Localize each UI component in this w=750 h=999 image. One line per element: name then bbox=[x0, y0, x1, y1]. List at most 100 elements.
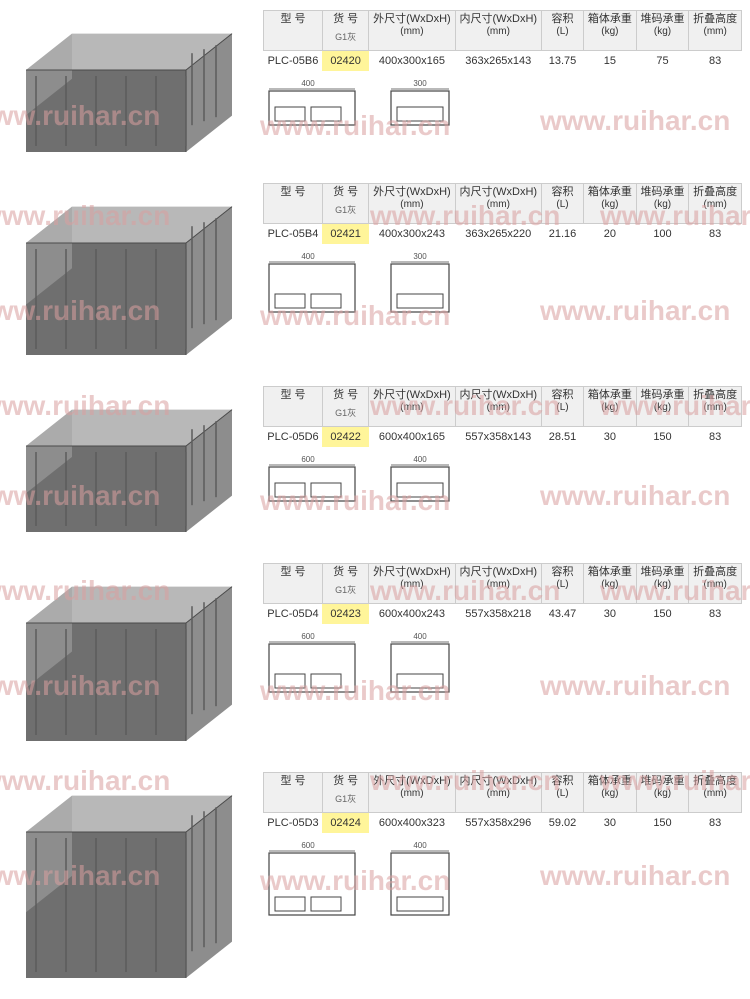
table-header-row: 型 号 货 号G1灰 外尺寸(WxDxH)(mm) 内尺寸(WxDxH)(mm)… bbox=[264, 387, 742, 427]
product-row: 型 号 货 号G1灰 外尺寸(WxDxH)(mm) 内尺寸(WxDxH)(mm)… bbox=[0, 376, 750, 553]
svg-text:600: 600 bbox=[301, 455, 315, 464]
svg-text:300: 300 bbox=[413, 79, 427, 88]
svg-text:300: 300 bbox=[413, 252, 427, 261]
col-header-model: 型 号 bbox=[264, 387, 323, 427]
col-header-stackload: 堆码承重(kg) bbox=[636, 564, 689, 604]
cell-volume: 59.02 bbox=[541, 813, 583, 834]
cell-stackload: 100 bbox=[636, 224, 689, 245]
table-header-row: 型 号 货 号G1灰 外尺寸(WxDxH)(mm) 内尺寸(WxDxH)(mm)… bbox=[264, 184, 742, 224]
cell-model: PLC-05B4 bbox=[264, 224, 323, 245]
cell-inner: 557x358x296 bbox=[455, 813, 541, 834]
col-header-code: 货 号G1灰 bbox=[322, 387, 368, 427]
product-catalog: 型 号 货 号G1灰 外尺寸(WxDxH)(mm) 内尺寸(WxDxH)(mm)… bbox=[0, 0, 750, 999]
col-header-volume: 容积(L) bbox=[541, 184, 583, 224]
spec-table: 型 号 货 号G1灰 外尺寸(WxDxH)(mm) 内尺寸(WxDxH)(mm)… bbox=[263, 10, 742, 71]
table-row: PLC-05B4 02421 400x300x243 363x265x220 2… bbox=[264, 224, 742, 245]
cell-outer: 600x400x243 bbox=[369, 604, 455, 625]
table-header-row: 型 号 货 号G1灰 外尺寸(WxDxH)(mm) 内尺寸(WxDxH)(mm)… bbox=[264, 564, 742, 604]
cell-code: 02424 bbox=[322, 813, 368, 834]
cell-model: PLC-05B6 bbox=[264, 51, 323, 72]
table-header-row: 型 号 货 号G1灰 外尺寸(WxDxH)(mm) 内尺寸(WxDxH)(mm)… bbox=[264, 11, 742, 51]
col-header-outer: 外尺寸(WxDxH)(mm) bbox=[369, 387, 455, 427]
svg-text:600: 600 bbox=[301, 632, 315, 641]
spec-block: 型 号 货 号G1灰 外尺寸(WxDxH)(mm) 内尺寸(WxDxH)(mm)… bbox=[253, 557, 742, 700]
product-image bbox=[8, 4, 253, 165]
col-header-boxload: 箱体承重(kg) bbox=[584, 564, 637, 604]
col-header-inner: 内尺寸(WxDxH)(mm) bbox=[455, 184, 541, 224]
svg-text:400: 400 bbox=[301, 79, 315, 88]
col-header-volume: 容积(L) bbox=[541, 387, 583, 427]
cell-boxload: 20 bbox=[584, 224, 637, 245]
product-image bbox=[8, 766, 253, 991]
cell-inner: 363x265x220 bbox=[455, 224, 541, 245]
cell-stackload: 75 bbox=[636, 51, 689, 72]
cell-model: PLC-05D3 bbox=[264, 813, 323, 834]
cell-stackload: 150 bbox=[636, 813, 689, 834]
spec-table: 型 号 货 号G1灰 外尺寸(WxDxH)(mm) 内尺寸(WxDxH)(mm)… bbox=[263, 386, 742, 447]
cell-foldheight: 83 bbox=[689, 813, 742, 834]
svg-text:400: 400 bbox=[301, 252, 315, 261]
col-header-inner: 内尺寸(WxDxH)(mm) bbox=[455, 11, 541, 51]
col-header-foldheight: 折叠高度(mm) bbox=[689, 773, 742, 813]
cell-inner: 557x358x143 bbox=[455, 427, 541, 448]
col-header-code: 货 号G1灰 bbox=[322, 564, 368, 604]
col-header-boxload: 箱体承重(kg) bbox=[584, 11, 637, 51]
cell-volume: 28.51 bbox=[541, 427, 583, 448]
col-header-volume: 容积(L) bbox=[541, 773, 583, 813]
col-header-model: 型 号 bbox=[264, 184, 323, 224]
cell-foldheight: 83 bbox=[689, 224, 742, 245]
col-header-outer: 外尺寸(WxDxH)(mm) bbox=[369, 564, 455, 604]
cell-outer: 400x300x243 bbox=[369, 224, 455, 245]
cell-model: PLC-05D4 bbox=[264, 604, 323, 625]
cell-code: 02421 bbox=[322, 224, 368, 245]
col-header-volume: 容积(L) bbox=[541, 564, 583, 604]
col-header-stackload: 堆码承重(kg) bbox=[636, 387, 689, 427]
cell-volume: 21.16 bbox=[541, 224, 583, 245]
col-header-inner: 内尺寸(WxDxH)(mm) bbox=[455, 773, 541, 813]
col-header-foldheight: 折叠高度(mm) bbox=[689, 11, 742, 51]
col-header-boxload: 箱体承重(kg) bbox=[584, 184, 637, 224]
cell-stackload: 150 bbox=[636, 604, 689, 625]
spec-block: 型 号 货 号G1灰 外尺寸(WxDxH)(mm) 内尺寸(WxDxH)(mm)… bbox=[253, 766, 742, 923]
col-header-inner: 内尺寸(WxDxH)(mm) bbox=[455, 387, 541, 427]
product-row: 型 号 货 号G1灰 外尺寸(WxDxH)(mm) 内尺寸(WxDxH)(mm)… bbox=[0, 173, 750, 376]
cell-volume: 13.75 bbox=[541, 51, 583, 72]
col-header-model: 型 号 bbox=[264, 11, 323, 51]
spec-table: 型 号 货 号G1灰 外尺寸(WxDxH)(mm) 内尺寸(WxDxH)(mm)… bbox=[263, 563, 742, 624]
tech-diagrams: 600 400 bbox=[263, 839, 742, 923]
cell-inner: 363x265x143 bbox=[455, 51, 541, 72]
spec-block: 型 号 货 号G1灰 外尺寸(WxDxH)(mm) 内尺寸(WxDxH)(mm)… bbox=[253, 177, 742, 320]
product-row: 型 号 货 号G1灰 外尺寸(WxDxH)(mm) 内尺寸(WxDxH)(mm)… bbox=[0, 553, 750, 762]
cell-outer: 400x300x165 bbox=[369, 51, 455, 72]
product-image bbox=[8, 557, 253, 754]
cell-foldheight: 83 bbox=[689, 427, 742, 448]
cell-outer: 600x400x323 bbox=[369, 813, 455, 834]
col-header-model: 型 号 bbox=[264, 773, 323, 813]
col-header-code: 货 号G1灰 bbox=[322, 184, 368, 224]
col-header-stackload: 堆码承重(kg) bbox=[636, 11, 689, 51]
svg-text:600: 600 bbox=[301, 841, 315, 850]
col-header-outer: 外尺寸(WxDxH)(mm) bbox=[369, 773, 455, 813]
col-header-boxload: 箱体承重(kg) bbox=[584, 773, 637, 813]
svg-text:400: 400 bbox=[413, 455, 427, 464]
tech-diagrams: 400 300 bbox=[263, 77, 742, 133]
svg-text:400: 400 bbox=[413, 632, 427, 641]
product-row: 型 号 货 号G1灰 外尺寸(WxDxH)(mm) 内尺寸(WxDxH)(mm)… bbox=[0, 0, 750, 173]
table-row: PLC-05B6 02420 400x300x165 363x265x143 1… bbox=[264, 51, 742, 72]
cell-boxload: 30 bbox=[584, 604, 637, 625]
product-image bbox=[8, 380, 253, 545]
cell-volume: 43.47 bbox=[541, 604, 583, 625]
col-header-outer: 外尺寸(WxDxH)(mm) bbox=[369, 11, 455, 51]
table-row: PLC-05D3 02424 600x400x323 557x358x296 5… bbox=[264, 813, 742, 834]
tech-diagrams: 600 400 bbox=[263, 630, 742, 700]
cell-foldheight: 83 bbox=[689, 51, 742, 72]
cell-inner: 557x358x218 bbox=[455, 604, 541, 625]
spec-block: 型 号 货 号G1灰 外尺寸(WxDxH)(mm) 内尺寸(WxDxH)(mm)… bbox=[253, 380, 742, 509]
cell-code: 02423 bbox=[322, 604, 368, 625]
col-header-stackload: 堆码承重(kg) bbox=[636, 773, 689, 813]
col-header-boxload: 箱体承重(kg) bbox=[584, 387, 637, 427]
table-row: PLC-05D4 02423 600x400x243 557x358x218 4… bbox=[264, 604, 742, 625]
cell-foldheight: 83 bbox=[689, 604, 742, 625]
col-header-foldheight: 折叠高度(mm) bbox=[689, 184, 742, 224]
product-image bbox=[8, 177, 253, 368]
